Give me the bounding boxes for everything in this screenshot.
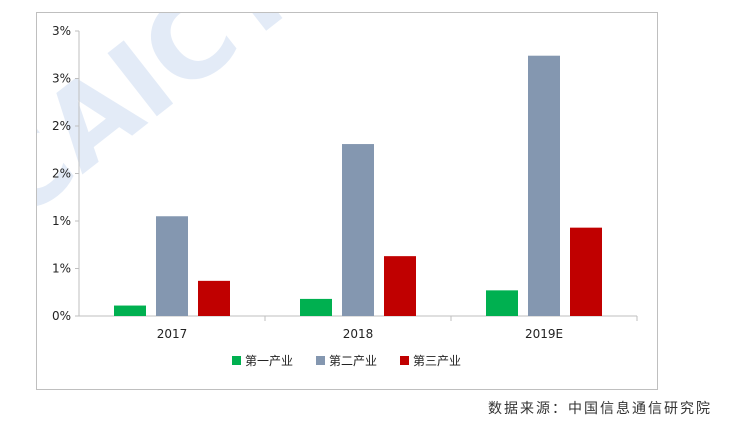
x-tick-label: 2017: [157, 327, 188, 341]
y-tick-label: 1%: [52, 262, 71, 276]
bar-2017-1: [156, 216, 188, 316]
legend: 第一产业 第二产业 第三产业: [232, 354, 461, 368]
bars: [114, 55, 602, 316]
source-note: 数据来源：中国信息通信研究院: [488, 401, 712, 417]
bar-2019E-2: [570, 227, 602, 316]
legend-label: 第三产业: [413, 354, 461, 368]
y-tick-label: 3%: [52, 24, 71, 38]
legend-swatch: [316, 356, 325, 365]
legend-label: 第二产业: [329, 354, 377, 368]
y-tick-label: 0%: [52, 309, 71, 323]
x-tick-labels: 2017 2018 2019E: [157, 327, 563, 341]
y-tick-labels: 0% 1% 1% 2% 2% 3% 3%: [52, 24, 71, 323]
legend-label: 第一产业: [245, 354, 293, 368]
bar-2019E-1: [528, 55, 560, 316]
legend-swatch: [232, 356, 241, 365]
bar-2018-0: [300, 298, 332, 316]
bar-2017-2: [198, 280, 230, 316]
chart-frame: CAICT 2017 2018 2019E 0% 1% 1% 2% 2% 3% 3% 第一产业第…: [36, 12, 658, 390]
y-tick-label: 1%: [52, 214, 71, 228]
y-tick-label: 2%: [52, 167, 71, 181]
bar-2019E-0: [486, 290, 518, 316]
bar-2017-0: [114, 305, 146, 316]
x-tick-label: 2019E: [525, 327, 563, 341]
bar-2018-1: [342, 144, 374, 316]
bar-2018-2: [384, 256, 416, 316]
bar-chart: CAICT 2017 2018 2019E 0%1%1%2%2%3%3% 第一产业第…: [37, 13, 638, 368]
y-tick-label: 3%: [52, 72, 71, 86]
legend-swatch: [400, 356, 409, 365]
x-tick-label: 2018: [343, 327, 374, 341]
y-tick-label: 2%: [52, 119, 71, 133]
